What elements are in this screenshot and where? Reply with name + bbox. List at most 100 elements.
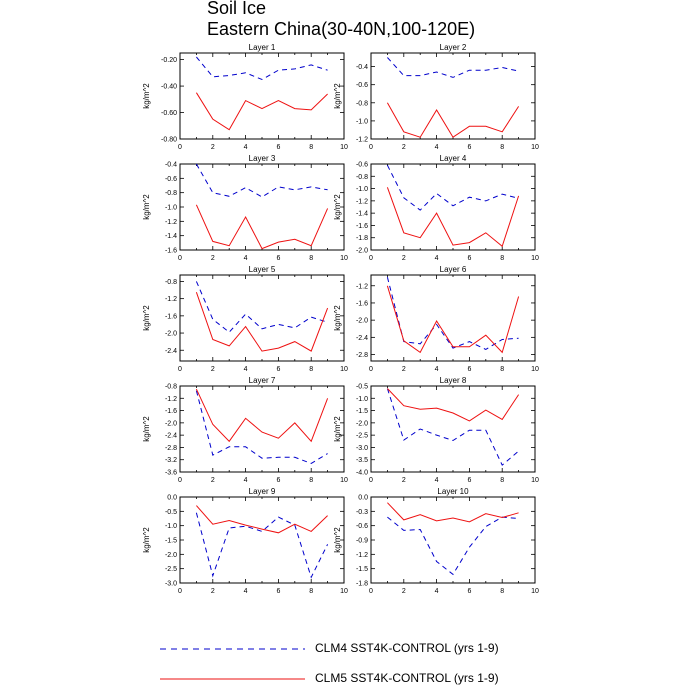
- y-tick-label: -1.2: [356, 198, 368, 205]
- x-tick-label: 0: [369, 366, 373, 373]
- y-tick-label: -1.0: [356, 118, 368, 125]
- series-clm5: [195, 92, 328, 131]
- panel-title: Layer 1: [249, 43, 276, 52]
- x-tick-label: 6: [276, 255, 280, 262]
- series-clm5: [386, 285, 520, 354]
- y-tick-label: 0.0: [167, 495, 177, 502]
- panel-title: Layer 8: [440, 376, 467, 385]
- y-tick-label: -0.6: [356, 523, 368, 530]
- series-clm4: [195, 390, 328, 464]
- x-tick-label: 4: [244, 144, 248, 151]
- y-tick-label: -2.0: [356, 318, 368, 325]
- y-tick-label: -2.4: [165, 433, 177, 440]
- x-tick-label: 6: [276, 588, 280, 595]
- x-tick-label: 8: [500, 477, 504, 484]
- y-tick-label: -2.0: [165, 420, 177, 427]
- y-axis-label: kg/m^2: [142, 194, 151, 220]
- y-tick-label: -0.8: [356, 174, 368, 181]
- y-tick-label: -1.6: [165, 408, 177, 415]
- series-clm5: [195, 388, 329, 443]
- panel-layer-10: Layer 10 kg/m^2 0 2 4 6 8 10 -1.8 -1.5 -1.2 -0.9 -0.…: [333, 487, 539, 595]
- y-tick-label: -1.6: [356, 300, 368, 307]
- x-tick-label: 0: [178, 366, 182, 373]
- x-tick-label: 0: [178, 144, 182, 151]
- panel-layer-4: Layer 4 kg/m^2 0 2 4 6 8 10 -2.0 -1.8 -1.6 -1.4 -1.2…: [333, 154, 539, 262]
- x-tick-label: 10: [531, 477, 539, 484]
- series-clm4: [387, 516, 519, 576]
- y-axis-label: kg/m^2: [333, 305, 342, 331]
- x-tick-label: 6: [467, 477, 471, 484]
- plot-frame: [370, 385, 536, 473]
- x-tick-label: 4: [435, 366, 439, 373]
- y-tick-label: -2.8: [356, 352, 368, 359]
- x-tick-label: 0: [369, 255, 373, 262]
- y-tick-label: -1.2: [356, 552, 368, 559]
- panel-layer-7: Layer 7 kg/m^2 0 2 4 6 8 10 -3.6 -3.2 -2.8 -2.4 -2.0…: [142, 376, 348, 484]
- plot-frame: [179, 385, 345, 473]
- x-tick-label: 6: [276, 477, 280, 484]
- y-tick-label: -3.6: [165, 470, 177, 477]
- x-tick-label: 10: [531, 588, 539, 595]
- x-tick-label: 0: [178, 588, 182, 595]
- y-tick-label: -1.5: [165, 538, 177, 545]
- y-tick-label: -0.60: [161, 110, 177, 117]
- x-tick-label: 10: [340, 255, 348, 262]
- y-tick-label: -0.8: [165, 384, 177, 391]
- x-tick-label: 6: [467, 588, 471, 595]
- x-tick-label: 0: [369, 477, 373, 484]
- x-tick-label: 4: [435, 477, 439, 484]
- y-tick-label: -0.3: [356, 509, 368, 516]
- y-axis-label: kg/m^2: [142, 305, 151, 331]
- x-tick-label: 8: [309, 255, 313, 262]
- x-tick-label: 4: [244, 588, 248, 595]
- x-tick-label: 0: [178, 477, 182, 484]
- y-tick-label: -2.5: [356, 433, 368, 440]
- y-tick-label: -1.2: [356, 137, 368, 144]
- panel-title: Layer 4: [440, 154, 467, 163]
- x-tick-label: 10: [531, 255, 539, 262]
- x-tick-label: 10: [531, 366, 539, 373]
- panel-layer-2: Layer 2 kg/m^2 0 2 4 6 8 10 -1.2 -1.0 -0.8 -0.6 -0.4: [333, 43, 539, 151]
- x-tick-label: 10: [340, 588, 348, 595]
- x-tick-label: 10: [340, 366, 348, 373]
- x-tick-label: 6: [467, 144, 471, 151]
- y-axis-label: kg/m^2: [142, 83, 151, 109]
- series-clm4: [386, 388, 519, 466]
- series-clm4: [195, 512, 329, 579]
- y-tick-label: -0.8: [165, 190, 177, 197]
- y-tick-label: -0.5: [356, 384, 368, 391]
- x-tick-label: 4: [435, 255, 439, 262]
- y-tick-label: 0.0: [358, 495, 368, 502]
- series-clm4: [386, 164, 519, 211]
- y-tick-label: -1.6: [356, 223, 368, 230]
- y-tick-label: -1.6: [165, 248, 177, 255]
- chart-title: Soil Ice: [207, 0, 267, 18]
- x-tick-label: 8: [309, 588, 313, 595]
- series-clm4: [386, 276, 519, 350]
- y-tick-label: -0.9: [356, 538, 368, 545]
- y-tick-label: -2.5: [165, 566, 177, 573]
- x-tick-label: 2: [402, 366, 406, 373]
- plot-frame: [370, 163, 536, 251]
- panel-title: Layer 7: [249, 376, 276, 385]
- y-axis-label: kg/m^2: [142, 416, 151, 442]
- panel-title: Layer 5: [249, 265, 276, 274]
- y-tick-label: -1.2: [356, 283, 368, 290]
- x-tick-label: 8: [500, 255, 504, 262]
- x-tick-label: 2: [402, 477, 406, 484]
- series-clm5: [386, 102, 520, 138]
- y-axis-label: kg/m^2: [142, 527, 151, 553]
- y-tick-label: -0.6: [356, 162, 368, 169]
- series-clm4: [387, 57, 519, 78]
- panel-layer-3: Layer 3 kg/m^2 0 2 4 6 8 10 -1.6 -1.4 -1.2 -1.0 -0.8…: [142, 154, 348, 262]
- y-tick-label: -0.6: [165, 176, 177, 183]
- series-clm5: [195, 292, 329, 352]
- x-tick-label: 2: [402, 255, 406, 262]
- x-tick-label: 10: [340, 144, 348, 151]
- panel-layer-8: Layer 8 kg/m^2 0 2 4 6 8 10 -4.0 -3.5 -3.0 -2.5 -2.0…: [333, 376, 539, 484]
- y-axis-label: kg/m^2: [333, 194, 342, 220]
- x-tick-label: 0: [369, 144, 373, 151]
- x-tick-label: 8: [500, 144, 504, 151]
- y-tick-label: -0.40: [161, 84, 177, 91]
- panel-title: Layer 3: [249, 154, 276, 163]
